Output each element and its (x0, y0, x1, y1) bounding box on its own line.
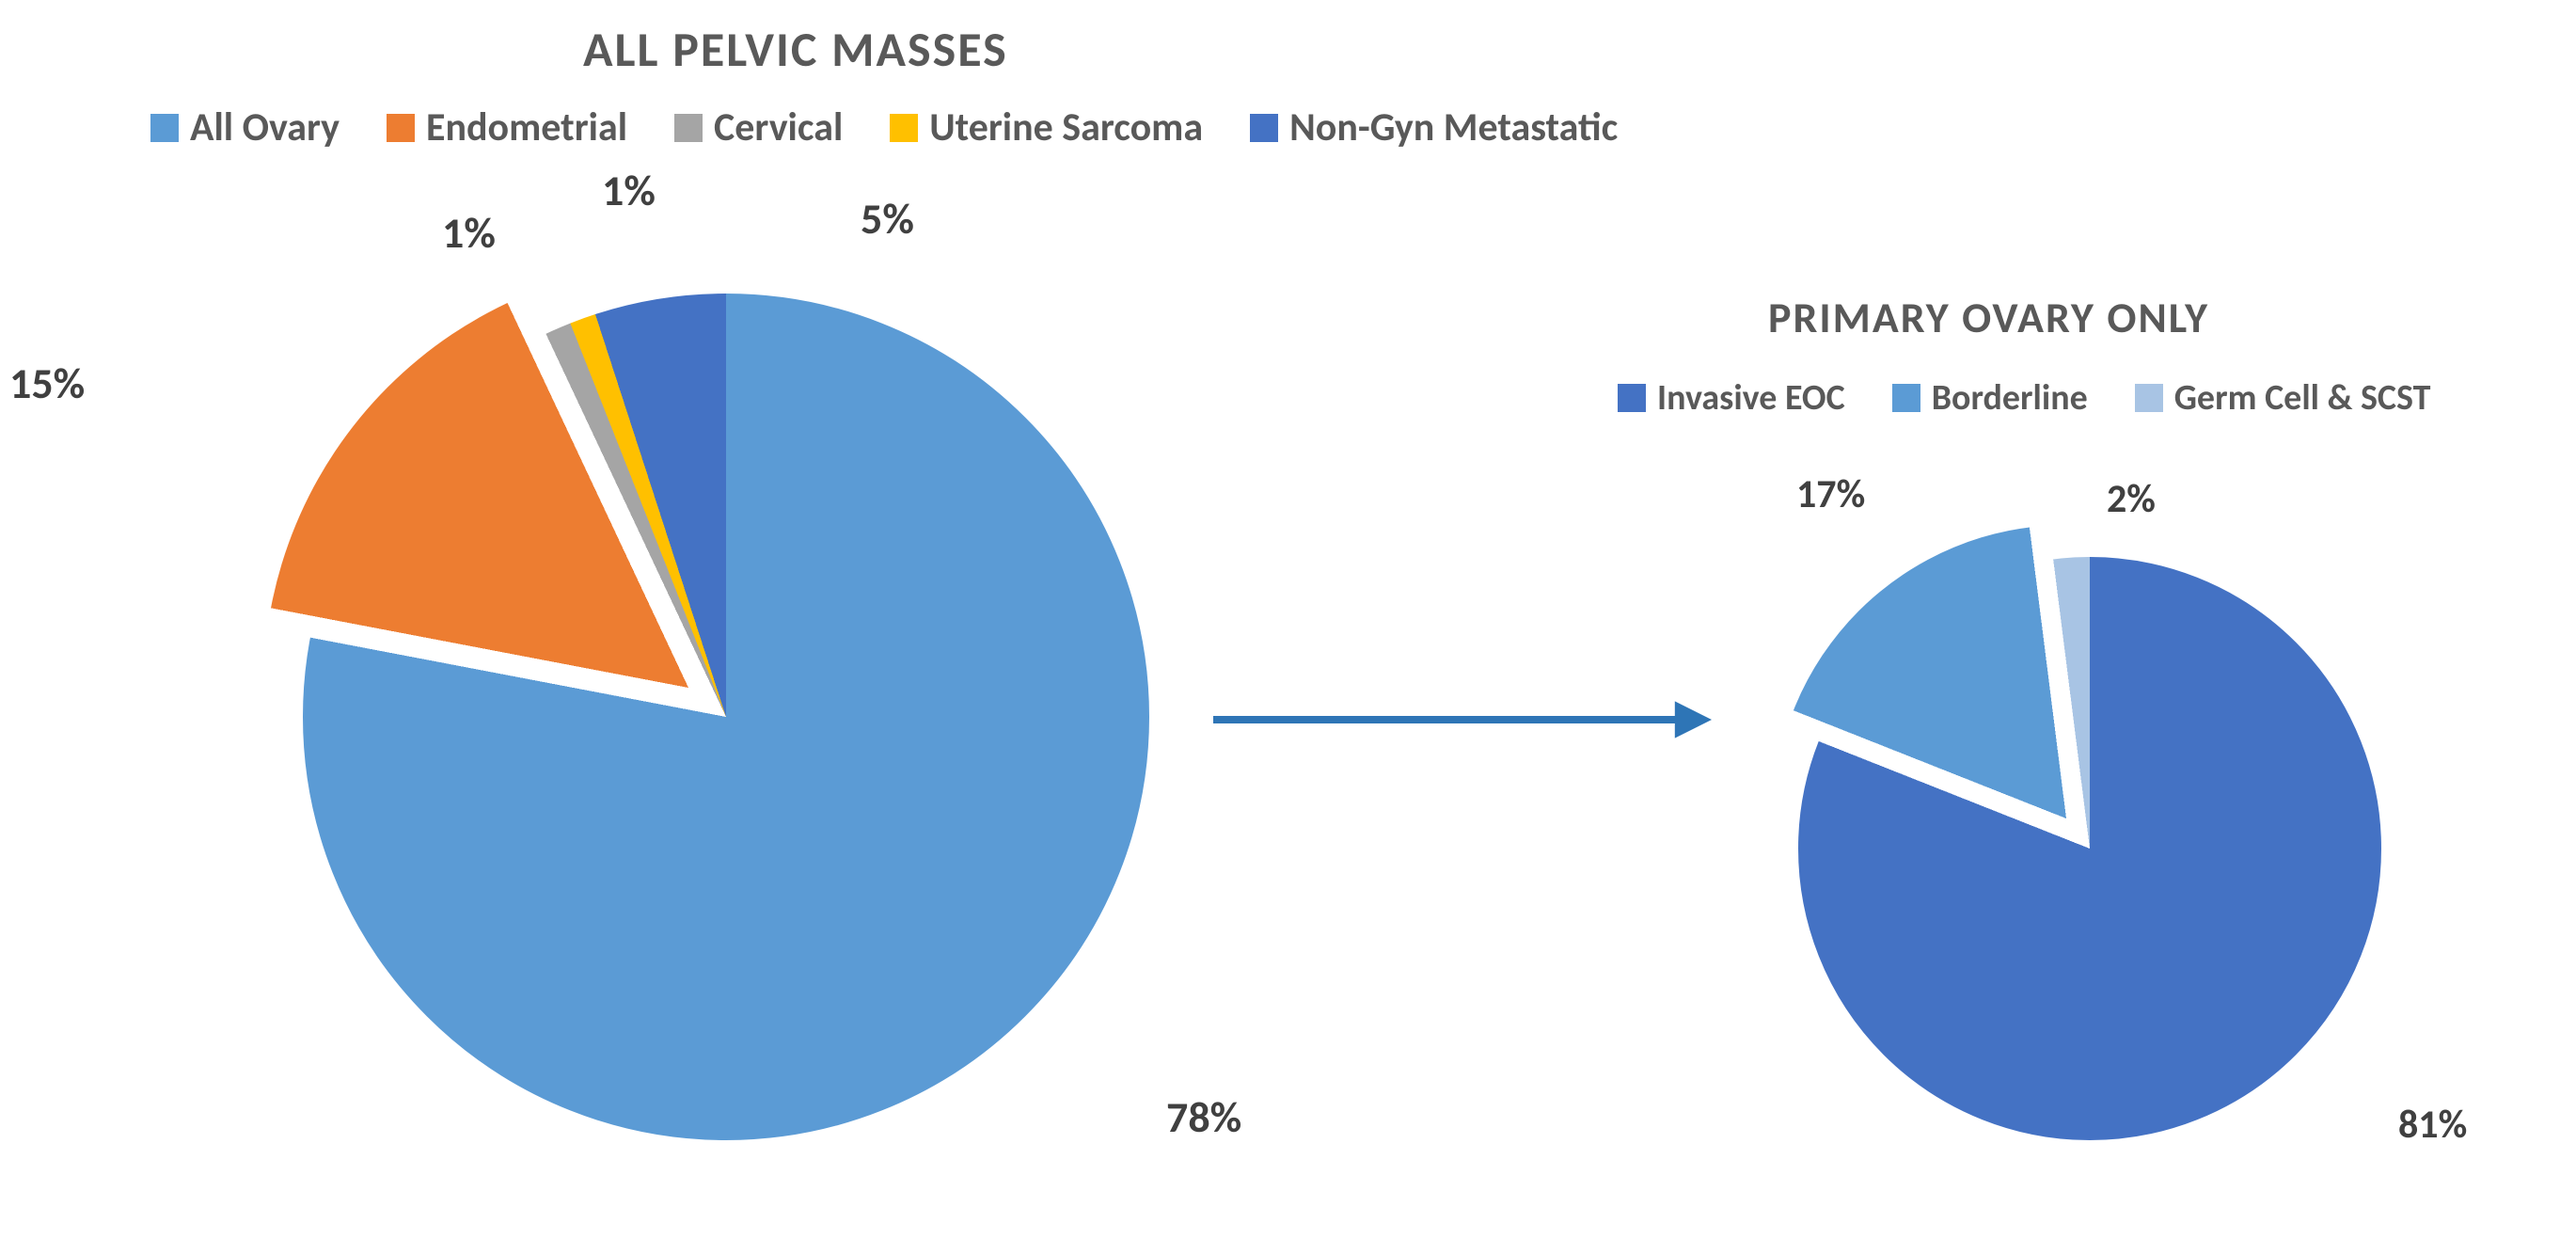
slice-percent-label: 17% (1796, 470, 1865, 518)
legend-swatch (1618, 384, 1646, 412)
legend-swatch (150, 114, 179, 142)
legend-item: Cervical (674, 103, 843, 151)
legend-swatch (1250, 114, 1278, 142)
legend-label: Endometrial (426, 103, 627, 151)
legend-item: Endometrial (387, 103, 627, 151)
chart-canvas: ALL PELVIC MASSES All Ovary Endometrial Ce… (0, 0, 2576, 1239)
legend-label: All Ovary (190, 103, 340, 151)
legend-swatch (674, 114, 703, 142)
legend-item: Germ Cell & SCST (2135, 376, 2431, 420)
right-chart-legend: Invasive EOC Borderline Germ Cell & SCST (1618, 376, 2430, 420)
legend-swatch (387, 114, 415, 142)
legend-item: Non-Gyn Metastatic (1250, 103, 1618, 151)
legend-item: Borderline (1892, 376, 2088, 420)
legend-swatch (2135, 384, 2163, 412)
slice-percent-label: 5% (861, 193, 914, 246)
legend-swatch (890, 114, 918, 142)
left-pie-exploded-slice (263, 262, 1114, 1113)
legend-label: Germ Cell & SCST (2174, 376, 2431, 420)
slice-percent-label: 2% (2107, 475, 2156, 523)
left-chart-legend: All Ovary Endometrial Cervical Uterine Sarc… (150, 103, 1618, 151)
slice-percent-label: 1% (602, 165, 656, 217)
legend-swatch (1892, 384, 1920, 412)
right-chart-title: PRIMARY OVARY ONLY (1768, 292, 2209, 344)
legend-label: Invasive EOC (1657, 376, 1845, 420)
legend-label: Non-Gyn Metastatic (1289, 103, 1618, 151)
slice-percent-label: 81% (2398, 1101, 2467, 1149)
legend-label: Borderline (1932, 376, 2088, 420)
left-chart-title: ALL PELVIC MASSES (583, 19, 1008, 79)
legend-item: All Ovary (150, 103, 340, 151)
slice-percent-label: 1% (442, 207, 496, 260)
breakdown-arrow (1187, 693, 1738, 799)
legend-item: Uterine Sarcoma (890, 103, 1203, 151)
legend-item: Invasive EOC (1618, 376, 1845, 420)
legend-label: Uterine Sarcoma (929, 103, 1203, 151)
slice-percent-label: 78% (1166, 1091, 1241, 1144)
right-pie-exploded-slice (1773, 525, 2360, 1112)
legend-label: Cervical (714, 103, 843, 151)
slice-percent-label: 15% (9, 357, 85, 410)
